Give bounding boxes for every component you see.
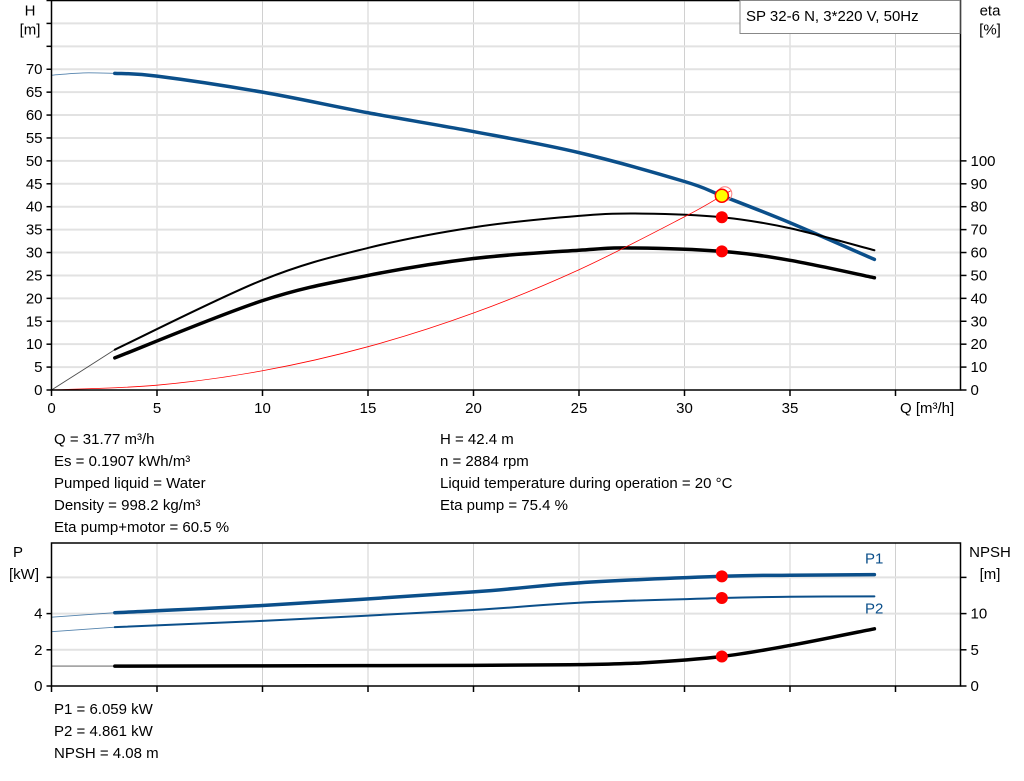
series-label-P2: P2 xyxy=(865,600,883,617)
y2-tick-label: 60 xyxy=(971,245,988,262)
info-density: Density = 998.2 kg/m³ xyxy=(54,497,201,514)
x-tick-label: 15 xyxy=(360,400,377,417)
curve-P2-extrapolated xyxy=(51,626,115,633)
info-right: H = 42.4 m n = 2884 rpm Liquid temperatu… xyxy=(440,429,732,517)
x-tick-label: 0 xyxy=(47,400,55,417)
y2-tick-label: 80 xyxy=(971,199,988,216)
curve-P1-extrapolated xyxy=(51,612,115,618)
y-tick-label: 70 xyxy=(26,61,43,78)
y-axis-label: H xyxy=(25,3,36,20)
chart-title: SP 32-6 N, 3*220 V, 50Hz xyxy=(746,8,919,25)
curve-H xyxy=(113,71,877,262)
y2-tick-label: 10 xyxy=(971,359,988,376)
y2-tick-label: 0 xyxy=(971,678,979,695)
y-axis-unit: [m] xyxy=(20,22,41,39)
info-n: n = 2884 rpm xyxy=(440,453,529,470)
plot-frame-1 xyxy=(50,542,962,687)
info-temp: Liquid temperature during operation = 20… xyxy=(440,475,733,492)
y2-tick-label: 70 xyxy=(971,222,988,239)
curve-eta_pump_motor xyxy=(113,246,877,360)
y2-axis-label: NPSH xyxy=(969,544,1011,561)
info-liquid: Pumped liquid = Water xyxy=(54,475,206,492)
y-tick-label: 5 xyxy=(34,359,42,376)
x-tick-label: 10 xyxy=(254,400,271,417)
info-p2: P2 = 4.861 kW xyxy=(54,723,153,740)
plot-frame-0 xyxy=(50,0,962,391)
operating-point-P2 xyxy=(715,592,728,605)
x-tick-label: 5 xyxy=(153,400,161,417)
y2-tick-label: 5 xyxy=(971,642,979,659)
y2-tick-label: 0 xyxy=(971,382,979,399)
info-bottom: P1 = 6.059 kW P2 = 4.861 kW NPSH = 4.08 … xyxy=(54,699,159,765)
y-tick-label: 4 xyxy=(34,606,42,623)
curve-NPSH xyxy=(113,627,877,668)
operating-point-P1 xyxy=(715,570,728,583)
series-label-P1: P1 xyxy=(865,551,883,568)
curve-eta_pump xyxy=(113,212,876,351)
curve-eta_pump-extrapolated xyxy=(51,349,116,391)
y-tick-label: 50 xyxy=(26,153,43,170)
y-tick-label: 45 xyxy=(26,176,43,193)
y-tick-label: 20 xyxy=(26,290,43,307)
curve-system_curve xyxy=(51,190,732,391)
y-tick-label: 60 xyxy=(26,107,43,124)
y-axis-unit: [kW] xyxy=(9,566,39,583)
info-q: Q = 31.77 m³/h xyxy=(54,431,155,448)
operating-point-eta-pump xyxy=(715,211,728,224)
y-tick-label: 30 xyxy=(26,245,43,262)
curve-P2 xyxy=(113,595,876,629)
y-tick-label: 15 xyxy=(26,313,43,330)
y2-tick-label: 50 xyxy=(971,267,988,284)
operating-point-eta-pump-motor xyxy=(715,245,728,258)
curve-P1 xyxy=(113,572,877,615)
y2-tick-label: 100 xyxy=(971,153,996,170)
y2-tick-label: 20 xyxy=(971,336,988,353)
y2-tick-label: 40 xyxy=(971,290,988,307)
y2-tick-label: 10 xyxy=(971,606,988,623)
y2-tick-label: 30 xyxy=(971,313,988,330)
y2-axis-unit: [%] xyxy=(979,22,1001,39)
x-tick-label: 30 xyxy=(676,400,693,417)
x-tick-label: 20 xyxy=(465,400,482,417)
y-tick-label: 55 xyxy=(26,130,43,147)
info-eta-pump-motor: Eta pump+motor = 60.5 % xyxy=(54,519,230,536)
info-p1: P1 = 6.059 kW xyxy=(54,701,153,718)
y-tick-label: 35 xyxy=(26,222,43,239)
info-left: Q = 31.77 m³/h Es = 0.1907 kWh/m³ Pumped… xyxy=(54,429,229,539)
curve-H-extrapolated xyxy=(51,72,115,76)
info-eta-pump: Eta pump = 75.4 % xyxy=(440,497,568,514)
y-tick-label: 0 xyxy=(34,678,42,695)
y2-axis-label: eta xyxy=(980,3,1002,20)
y-tick-label: 2 xyxy=(34,642,42,659)
operating-point-NPSH xyxy=(715,650,728,663)
x-axis-label: Q [m³/h] xyxy=(900,400,954,417)
y-tick-label: 40 xyxy=(26,199,43,216)
y2-axis-unit: [m] xyxy=(980,566,1001,583)
x-tick-label: 35 xyxy=(782,400,799,417)
y-axis-label: P xyxy=(13,544,23,561)
y-tick-label: 65 xyxy=(26,84,43,101)
legend-box xyxy=(739,0,961,34)
x-tick-label: 25 xyxy=(571,400,588,417)
y2-tick-label: 90 xyxy=(971,176,988,193)
info-h: H = 42.4 m xyxy=(440,431,514,448)
y-tick-label: 25 xyxy=(26,267,43,284)
operating-point-H xyxy=(714,188,730,203)
info-es: Es = 0.1907 kWh/m³ xyxy=(54,453,191,470)
y-tick-label: 0 xyxy=(34,382,42,399)
info-npsh: NPSH = 4.08 m xyxy=(54,745,159,762)
y-tick-label: 10 xyxy=(26,336,43,353)
